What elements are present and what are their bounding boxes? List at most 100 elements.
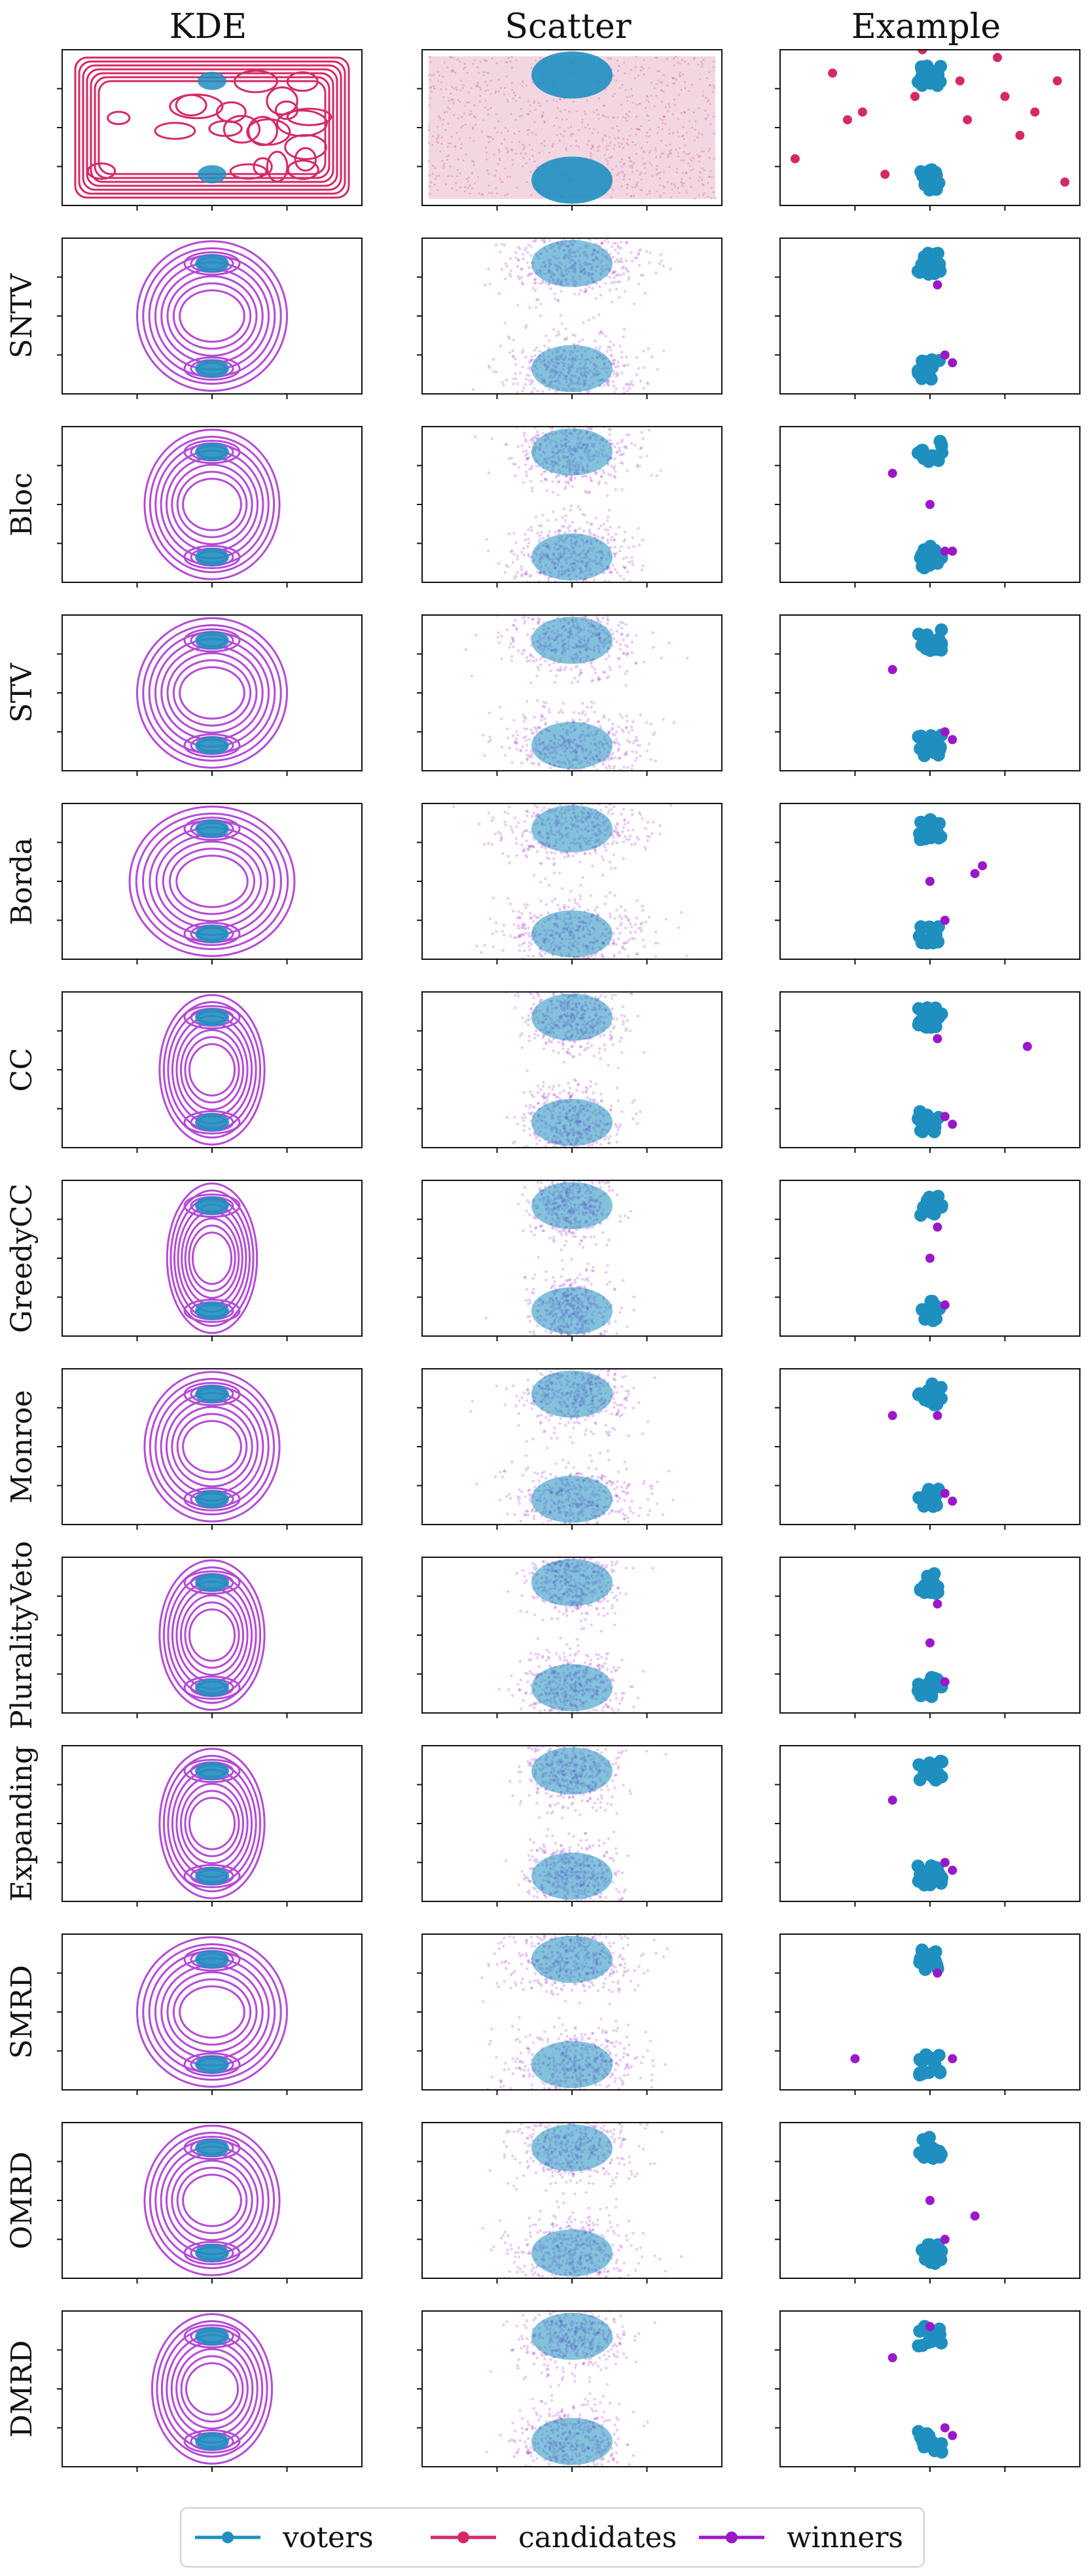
winner-point [626,739,630,743]
winner-point [579,671,583,675]
winner-point [523,715,526,719]
voter-cluster [531,239,613,287]
candidate-point [677,62,679,64]
winner-point [512,909,515,913]
candidate-point [444,128,447,132]
winner-point [526,829,529,833]
candidate-point [507,175,509,179]
winner-point [616,656,620,660]
winner-point [637,811,641,815]
candidate-point [654,147,657,149]
winner-point [615,258,619,261]
candidate-point [487,135,490,138]
winner-point [543,240,546,244]
winner-point [491,932,495,936]
winner-point [527,361,531,364]
winner-point [622,840,626,844]
winner-point [573,334,577,338]
candidate-point [704,118,707,120]
winner-point [500,421,503,423]
candidate-point [429,97,432,100]
winner-point [586,232,589,235]
voter-cluster [531,616,613,664]
kde-contour [128,805,296,957]
winner-point [538,534,542,537]
winner-point [575,966,577,968]
winner-point [584,287,588,291]
winner-point [523,949,526,953]
winner-point [613,553,616,556]
winner-point [613,270,617,273]
winner-point [529,844,533,847]
candidate-point [687,162,689,165]
winner-point [483,944,486,947]
winner-point [504,966,507,968]
winner-point [625,268,629,272]
winner-point [641,904,644,908]
candidate-point [626,184,629,186]
candidate-point [630,88,633,90]
winner-point [640,423,643,425]
winner-point [616,822,619,825]
candidate-point [487,113,490,116]
winner-point [547,708,551,711]
winner-point [499,608,501,610]
winner-point [515,854,518,857]
winner-point [515,825,518,828]
winner-point [541,715,544,718]
candidate-point [429,192,431,196]
candidate-point [572,132,575,135]
winner-point [570,475,574,478]
winner-point [525,656,529,660]
winner-point [552,510,555,514]
candidate-point [533,120,536,124]
winner-point [613,733,616,737]
candidate-point [479,86,482,89]
candidate-point [663,185,666,188]
winner-point [524,383,527,387]
candidate-point [507,56,510,60]
kde-contour [158,994,266,1146]
winner-point [628,610,630,612]
candidate-point [485,146,488,149]
candidate-point [635,183,637,186]
winner-point [531,815,534,818]
winner-point [496,635,499,639]
winner-point [526,754,529,757]
candidate-point [581,118,584,121]
winner-point [592,765,596,768]
winner-point [608,275,612,279]
winner-point [609,525,612,529]
winner-point [653,731,656,735]
kde-contour [162,1000,262,1139]
winner-point [618,713,622,716]
winner-point [536,699,539,702]
candidate-point [661,118,664,121]
winner-point [686,656,689,660]
candidate-point [685,172,688,175]
winner-point [495,930,498,933]
candidate-point [663,115,666,118]
candidate-point [507,100,509,103]
winner-point [635,899,639,902]
candidate-point [529,171,532,173]
winner-point [523,622,526,625]
winner-point [598,778,600,781]
candidate-point [702,194,704,197]
winner-point [472,791,474,794]
winner-point [527,374,531,378]
winner-point [622,578,626,581]
winner-point [620,371,624,375]
winner-point [538,282,542,285]
winner-point [621,621,625,625]
winner-point [641,564,645,567]
winner-point [649,722,652,726]
winner-point [505,378,509,382]
winner-point [583,851,587,855]
winner-point [609,891,612,894]
winner-point [507,337,511,340]
winner-point [605,622,609,626]
candidate-point [634,65,637,68]
winner-point [531,358,534,361]
candidate-point [505,75,508,78]
